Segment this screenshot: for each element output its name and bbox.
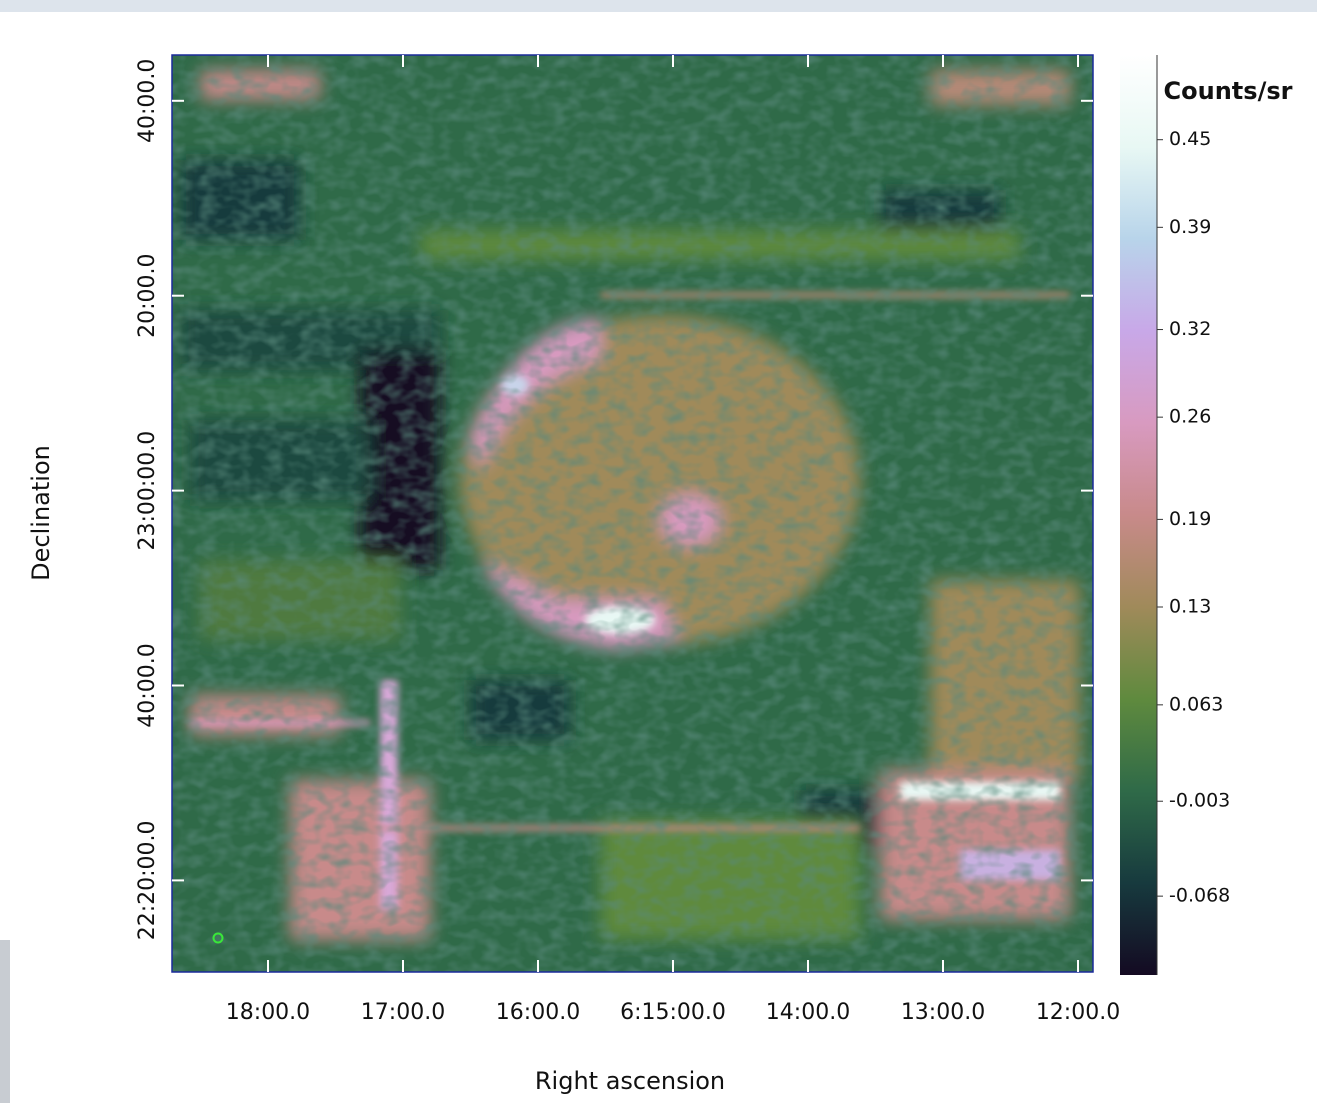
y-tick-label: 40:00.0 <box>135 643 160 727</box>
colorbar-tick-label: 0.39 <box>1169 216 1211 238</box>
x-tick-label: 12:00.0 <box>1036 1000 1120 1025</box>
colorbar-tick-label: -0.068 <box>1169 885 1230 907</box>
colorbar-title: Counts/sr <box>1164 77 1293 105</box>
colorbar <box>1120 55 1157 975</box>
sky-image <box>172 55 1093 972</box>
y-axis-title: Declination <box>27 445 55 581</box>
colorbar-tick-label: 0.26 <box>1169 406 1211 428</box>
colorbar-tick-label: 0.13 <box>1169 596 1211 618</box>
x-tick-label: 6:15:00.0 <box>620 1000 726 1025</box>
y-tick-label: 23:00:00.0 <box>135 431 160 551</box>
x-tick-label: 18:00.0 <box>226 1000 310 1025</box>
colorbar-tick-label: 0.32 <box>1169 318 1211 340</box>
y-tick-label: 40:00.0 <box>135 59 160 143</box>
colorbar-tick-label: 0.063 <box>1169 693 1223 715</box>
window-edge <box>0 0 1317 12</box>
colorbar-tick-label: -0.003 <box>1169 790 1230 812</box>
colorbar-tick-label: 0.19 <box>1169 508 1211 530</box>
x-tick-label: 16:00.0 <box>496 1000 580 1025</box>
x-tick-label: 13:00.0 <box>901 1000 985 1025</box>
y-tick-label: 20:00.0 <box>135 254 160 338</box>
x-tick-label: 14:00.0 <box>766 1000 850 1025</box>
x-axis-title: Right ascension <box>535 1067 725 1095</box>
colorbar-tick-label: 0.45 <box>1169 128 1211 150</box>
y-tick-label: 22:20:00.0 <box>135 820 160 940</box>
x-tick-label: 17:00.0 <box>361 1000 445 1025</box>
window-edge <box>0 940 10 1103</box>
plot-frame <box>171 54 1094 973</box>
